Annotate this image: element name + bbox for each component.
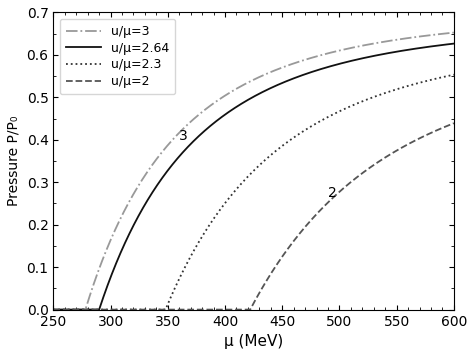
Line: u/μ=2: u/μ=2 <box>54 123 454 310</box>
u/μ=2.64 <box>96 308 102 312</box>
u/μ=3 <box>51 308 56 312</box>
u/μ=2 <box>400 145 406 149</box>
Y-axis label: Pressure P/P₀: Pressure P/P₀ <box>7 116 21 206</box>
Legend: u/μ=3, u/μ=2.64, u/μ=2.3, u/μ=2: u/μ=3, u/μ=2.64, u/μ=2.3, u/μ=2 <box>60 19 175 94</box>
u/μ=2 <box>443 124 449 129</box>
u/μ=2.3 <box>443 74 449 79</box>
u/μ=2.3 <box>451 73 457 77</box>
u/μ=2 <box>51 308 56 312</box>
X-axis label: μ (MeV): μ (MeV) <box>224 334 283 349</box>
u/μ=2.3 <box>400 85 406 90</box>
Line: u/μ=2.3: u/μ=2.3 <box>54 75 454 310</box>
u/μ=3 <box>400 37 406 41</box>
u/μ=3 <box>443 31 449 36</box>
u/μ=3 <box>451 30 457 35</box>
u/μ=2.64 <box>120 246 126 250</box>
u/μ=2.3 <box>221 202 227 206</box>
Text: 2: 2 <box>328 186 337 200</box>
u/μ=2 <box>96 308 102 312</box>
u/μ=2.3 <box>204 227 210 231</box>
u/μ=2 <box>120 308 126 312</box>
Line: u/μ=3: u/μ=3 <box>54 32 454 310</box>
u/μ=3 <box>120 212 126 216</box>
u/μ=2.3 <box>96 308 102 312</box>
u/μ=2.64 <box>51 308 56 312</box>
u/μ=3 <box>204 106 210 110</box>
u/μ=2.3 <box>51 308 56 312</box>
Text: 3: 3 <box>179 129 188 143</box>
u/μ=2.64 <box>204 127 210 131</box>
u/μ=2.64 <box>443 42 449 47</box>
u/μ=2.64 <box>451 41 457 46</box>
u/μ=2.64 <box>221 113 227 117</box>
u/μ=2 <box>221 308 227 312</box>
u/μ=2 <box>204 308 210 312</box>
u/μ=2.64 <box>400 48 406 53</box>
u/μ=3 <box>221 94 227 98</box>
u/μ=2 <box>451 121 457 125</box>
u/μ=2.3 <box>120 308 126 312</box>
Line: u/μ=2.64: u/μ=2.64 <box>54 43 454 310</box>
u/μ=3 <box>96 267 102 271</box>
